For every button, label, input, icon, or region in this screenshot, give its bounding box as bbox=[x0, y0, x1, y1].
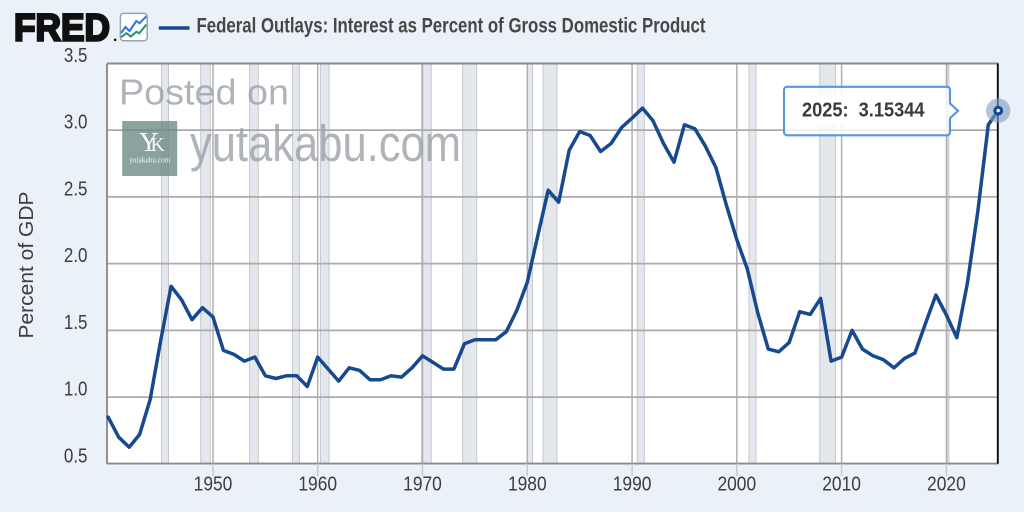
svg-text:2000: 2000 bbox=[717, 474, 756, 496]
svg-text:1960: 1960 bbox=[298, 474, 337, 496]
svg-text:3.5: 3.5 bbox=[64, 45, 88, 67]
svg-text:1.0: 1.0 bbox=[64, 379, 88, 401]
svg-text:Posted on: Posted on bbox=[119, 71, 289, 112]
svg-text:2025: 3.15344: 2025: 3.15344 bbox=[802, 99, 925, 122]
svg-text:1950: 1950 bbox=[194, 474, 233, 496]
svg-text:yutakabu.com: yutakabu.com bbox=[190, 115, 461, 172]
svg-text:K: K bbox=[151, 134, 166, 156]
svg-text:1970: 1970 bbox=[403, 474, 442, 496]
svg-text:0.5: 0.5 bbox=[64, 445, 88, 467]
svg-text:2.0: 2.0 bbox=[64, 245, 88, 267]
svg-text:1990: 1990 bbox=[613, 474, 652, 496]
svg-text:Y: Y bbox=[139, 127, 159, 157]
svg-text:1.5: 1.5 bbox=[64, 312, 88, 334]
svg-text:Percent of GDP: Percent of GDP bbox=[15, 192, 38, 339]
svg-text:2010: 2010 bbox=[822, 474, 861, 496]
svg-text:Federal Outlays: Interest as P: Federal Outlays: Interest as Percent of … bbox=[197, 14, 706, 37]
svg-text:3.0: 3.0 bbox=[64, 112, 88, 134]
svg-text:2.5: 2.5 bbox=[64, 178, 88, 200]
svg-text:yutakabu.com: yutakabu.com bbox=[129, 156, 171, 165]
svg-text:1980: 1980 bbox=[508, 474, 547, 496]
svg-text:FRED: FRED bbox=[14, 7, 110, 49]
svg-text:2020: 2020 bbox=[927, 474, 966, 496]
